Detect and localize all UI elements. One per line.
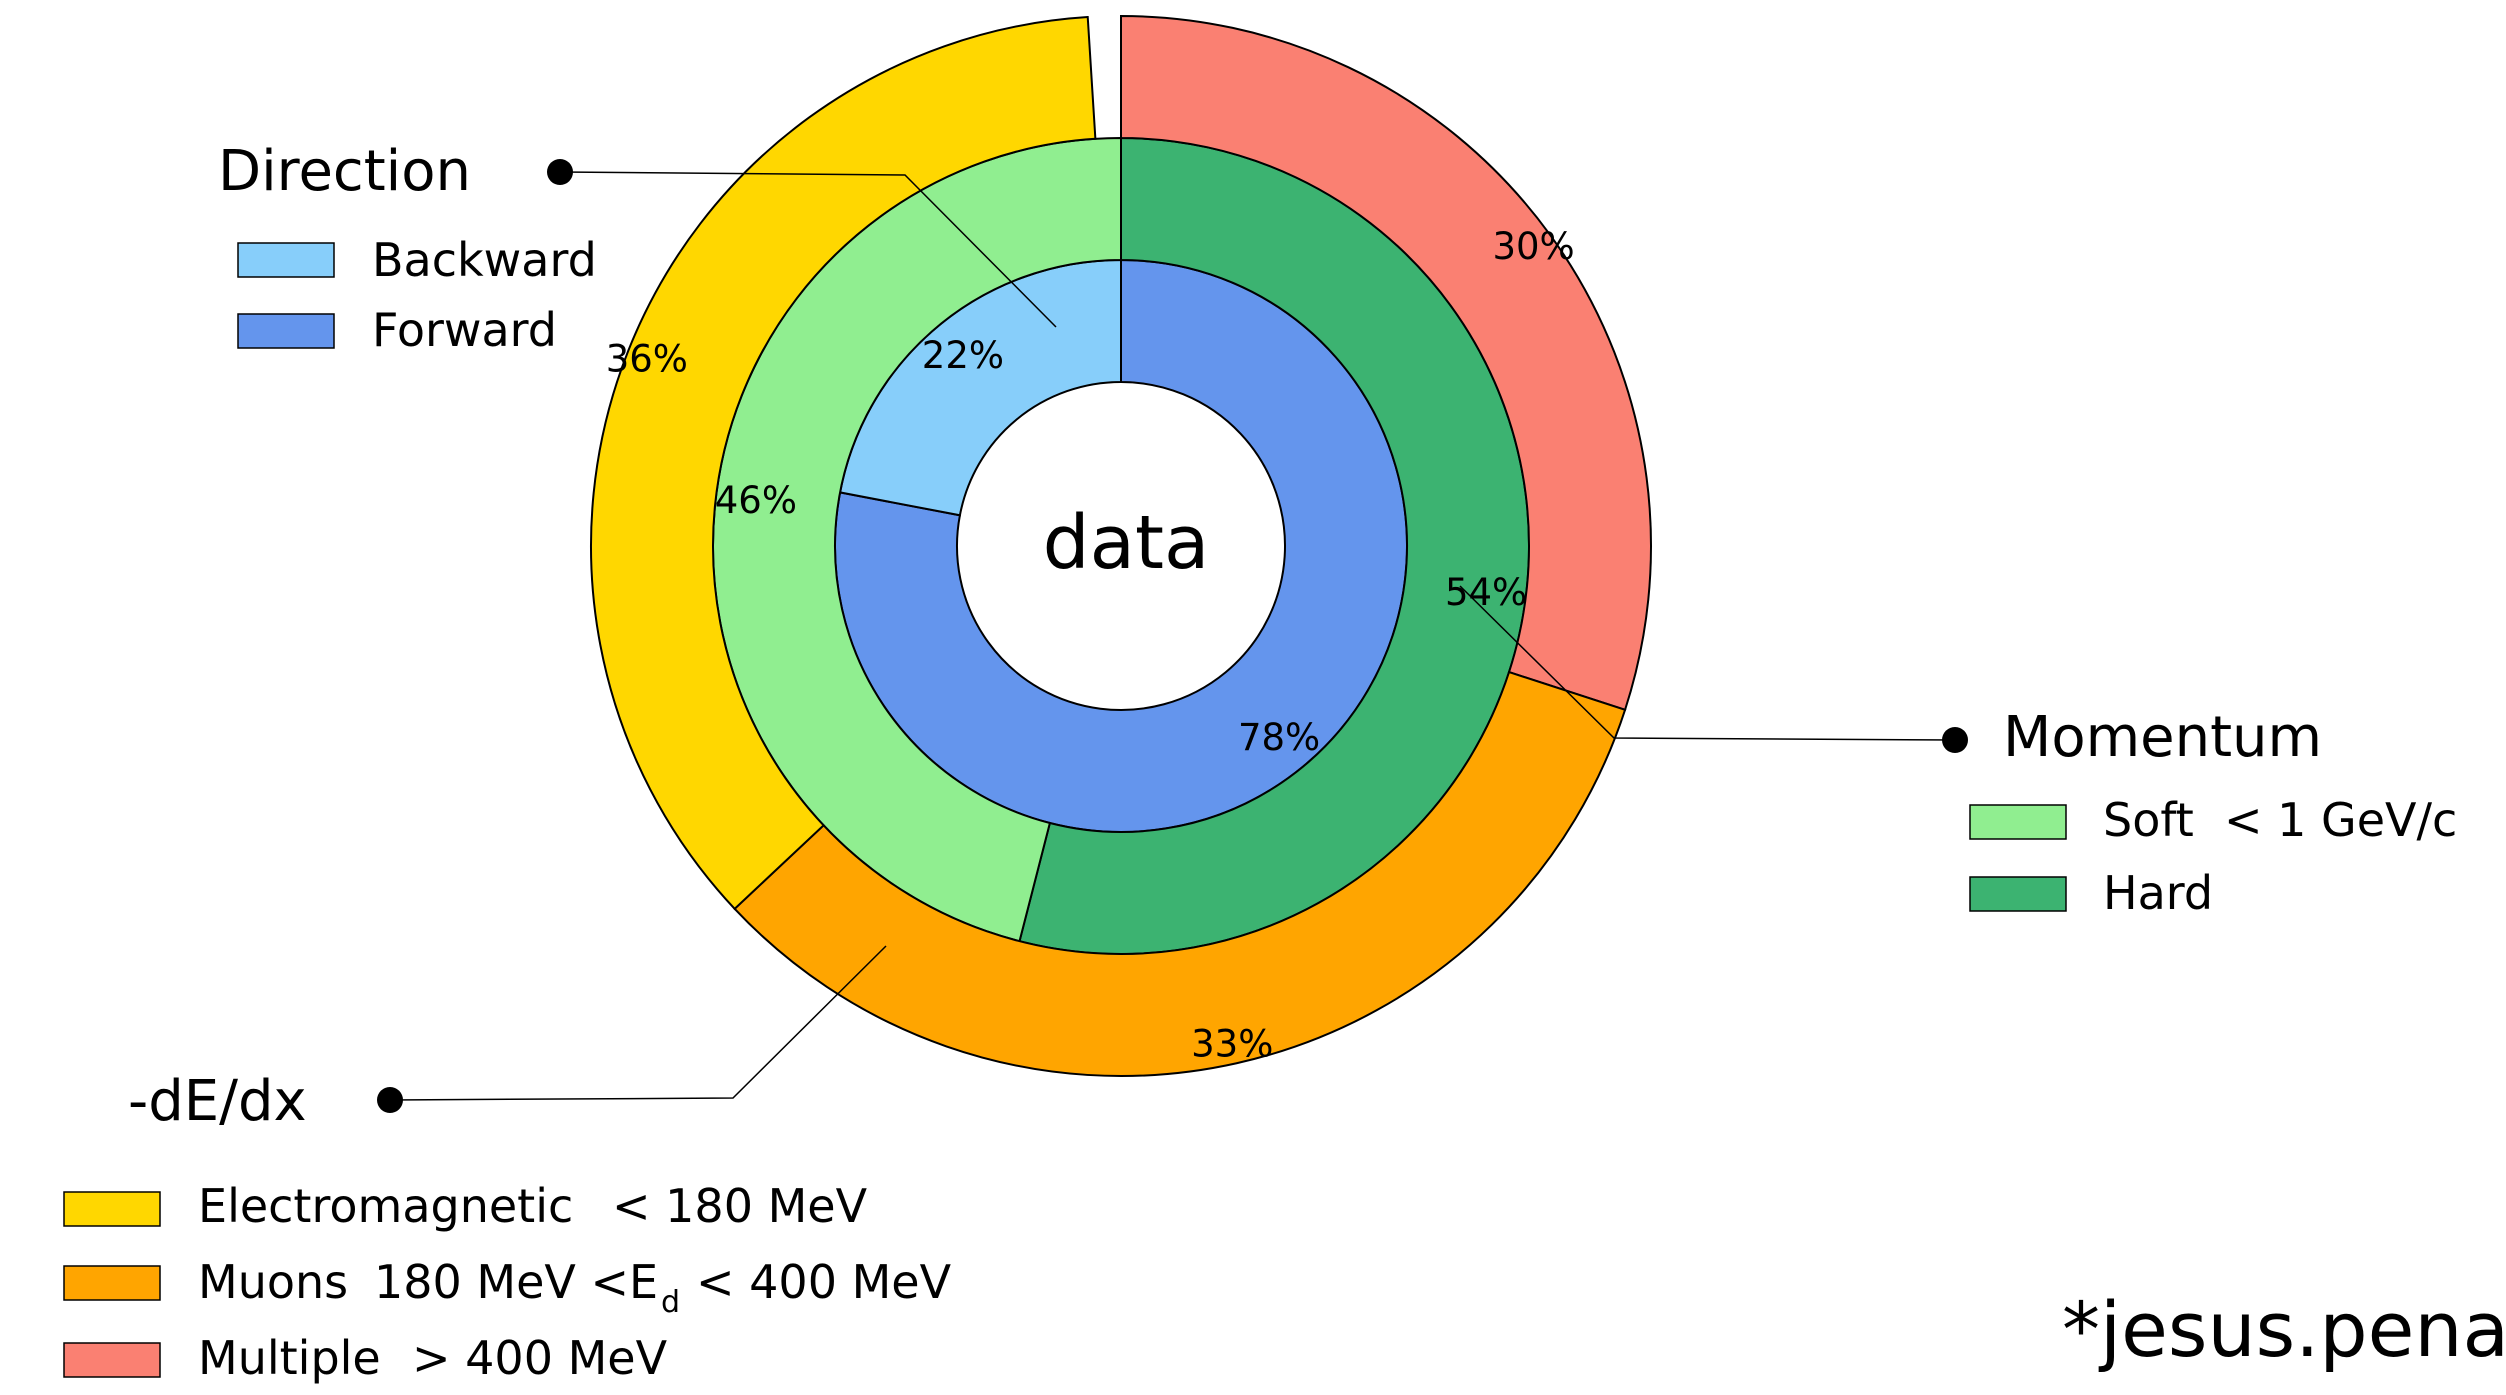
percent-labels: 78% 22% 54% 46% 30% 33% 36% [606,225,1575,1065]
legend-note-soft: < 1 GeV/c [2224,793,2457,847]
segment-de-dx-multiple [1120,14,1652,712]
legend-note-muons-subscript: d [661,1285,680,1320]
dedx-leader-line [389,945,887,1101]
legend-label-multiple: Multiple [198,1331,381,1385]
leader-lines [377,159,1968,1113]
credit-text: *jesus.pena [2062,1285,2506,1374]
momentum-leader-dot [1942,727,1968,753]
legend-note-muons-start: 180 MeV <E [374,1255,658,1309]
legend-swatch-soft [1969,804,2067,840]
direction-legend-title: Direction [218,139,471,204]
legend-label-soft: Soft [2103,793,2194,847]
momentum-legend-title: Momentum [2003,705,2322,770]
legend-swatch-backward [237,242,335,278]
direction-legend: Direction Backward Forward [218,139,597,357]
dedx-leader-dot [377,1087,403,1113]
legend-label-hard: Hard [2103,866,2213,920]
legend-label-muons: Muons [198,1255,348,1309]
legend-swatch-forward [237,313,335,349]
percent-label-hard: 54% [1445,571,1527,614]
segment-de-dx-electromagnetic [590,15,1097,911]
percent-label-multiple: 30% [1492,225,1574,268]
legend-label-forward: Forward [372,303,557,357]
percent-label-backward: 22% [922,334,1004,377]
direction-leader-dot [547,159,573,185]
legend-label-backward: Backward [372,233,597,287]
momentum-legend: Momentum Soft < 1 GeV/c Hard [1969,705,2457,920]
dedx-legend-title: -dE/dx [128,1069,307,1134]
legend-note-muons-end: < 400 MeV [696,1255,952,1309]
percent-label-forward: 78% [1238,716,1320,759]
direction-leader-line [559,171,1057,328]
sunburst-rings [590,14,1652,1077]
percent-label-soft: 46% [715,479,797,522]
legend-swatch-multiple [63,1342,161,1378]
dedx-legend: -dE/dx Electromagnetic < 180 MeV Muons 1… [63,1069,952,1385]
legend-note-electromagnetic: < 180 MeV [612,1179,868,1233]
legend-note-multiple: > 400 MeV [412,1331,668,1385]
percent-label-electromagnetic: 36% [606,337,688,380]
momentum-leader-line [1459,585,1956,741]
legend-label-electromagnetic: Electromagnetic [198,1179,573,1233]
segment-de-dx-muons [733,670,1627,1077]
legend-swatch-electromagnetic [63,1191,161,1227]
legend-swatch-muons [63,1265,161,1301]
percent-label-muons: 33% [1191,1023,1273,1066]
center-label: data [1043,500,1210,586]
legend-swatch-hard [1969,876,2067,912]
